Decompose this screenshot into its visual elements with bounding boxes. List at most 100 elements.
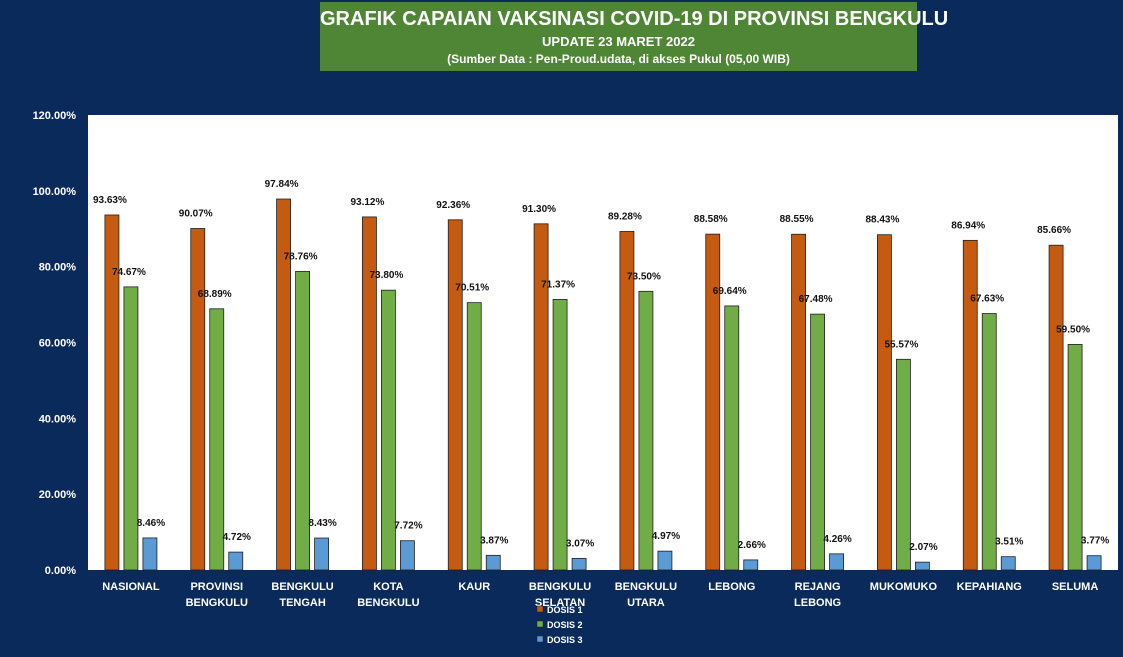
- x-axis: NASIONAL PROVINSI BENGKULU BENGKULU TENGAH KO…: [102, 581, 1098, 609]
- x-tick-label: KEPAHIANG: [957, 581, 1022, 593]
- x-tick-label: NASIONAL: [102, 581, 160, 593]
- data-label-dosis2: 59.50%: [1056, 324, 1090, 335]
- data-label-dosis2: 74.67%: [112, 267, 146, 278]
- x-tick-label: UTARA: [627, 597, 665, 609]
- legend-swatch-dosis2: [536, 620, 544, 628]
- data-label-dosis2: 73.50%: [627, 271, 661, 282]
- plot-area: [88, 115, 1118, 570]
- bar-dosis2: [552, 298, 568, 571]
- chart-title: GRAFIK CAPAIAN VAKSINASI COVID-19 DI PRO…: [320, 8, 949, 30]
- bar-dosis3: [142, 537, 158, 571]
- bar-dosis1: [962, 239, 978, 571]
- data-label-dosis3: 4.26%: [823, 534, 851, 545]
- bar-dosis1: [104, 214, 120, 571]
- bar-dosis2: [1067, 343, 1083, 571]
- x-tick-label: SELATAN: [535, 597, 585, 609]
- y-tick-label: 20.00%: [39, 489, 77, 501]
- bar-dosis2: [638, 290, 654, 571]
- chart-update-date: UPDATE 23 MARET 2022: [542, 34, 695, 49]
- bar-series: 93.63% 74.67% 8.46% 90.07% 68.89% 4.72% 97.84%…: [93, 179, 1109, 571]
- data-label-dosis1: 88.55%: [780, 214, 814, 225]
- data-label-dosis1: 88.58%: [694, 214, 728, 225]
- data-label-dosis3: 3.77%: [1081, 536, 1109, 547]
- data-label-dosis3: 7.72%: [394, 521, 422, 532]
- x-tick-label: SELUMA: [1052, 581, 1099, 593]
- bar-dosis2: [295, 270, 310, 571]
- x-tick-label: PROVINSI: [190, 581, 243, 593]
- data-label-dosis2: 69.64%: [713, 286, 747, 297]
- bar-dosis1: [533, 223, 549, 571]
- data-label-dosis2: 73.80%: [369, 270, 403, 281]
- x-tick-label: TENGAH: [279, 597, 326, 609]
- y-tick-label: 60.00%: [39, 338, 77, 350]
- bar-dosis3: [485, 554, 501, 571]
- legend-swatch-dosis3: [536, 635, 544, 643]
- data-label-dosis1: 91.30%: [522, 204, 556, 215]
- data-label-dosis1: 97.84%: [265, 179, 299, 190]
- data-label-dosis2: 78.76%: [284, 251, 318, 262]
- bar-dosis1: [362, 216, 377, 571]
- data-label-dosis1: 89.28%: [608, 211, 642, 222]
- chart-title-box: GRAFIK CAPAIAN VAKSINASI COVID-19 DI PRO…: [320, 2, 949, 71]
- bar-dosis3: [314, 537, 329, 571]
- x-tick-label: BENGKULU: [615, 581, 677, 593]
- chart-data-source: (Sumber Data : Pen-Proud.udata, di akses…: [447, 52, 790, 66]
- bar-dosis2: [981, 313, 997, 571]
- bar-dosis3: [743, 559, 759, 571]
- legend-label-dosis1: DOSIS 1: [547, 605, 583, 615]
- x-tick-label: MUKOMUKO: [870, 581, 938, 593]
- bar-dosis2: [896, 358, 911, 571]
- data-label-dosis1: 86.94%: [951, 220, 985, 231]
- data-label-dosis3: 2.66%: [738, 540, 766, 551]
- bar-dosis2: [810, 313, 825, 571]
- data-label-dosis3: 4.97%: [652, 531, 680, 542]
- x-tick-label: BENGKULU: [271, 581, 333, 593]
- bar-dosis2: [123, 286, 139, 571]
- data-label-dosis1: 93.12%: [350, 197, 384, 208]
- bar-dosis3: [1000, 556, 1016, 571]
- data-label-dosis2: 67.63%: [970, 294, 1004, 305]
- data-label-dosis1: 90.07%: [179, 208, 213, 219]
- bar-dosis3: [915, 561, 930, 571]
- legend-swatch-dosis1: [536, 605, 544, 613]
- x-tick-label: BENGKULU: [186, 597, 248, 609]
- bar-dosis2: [466, 302, 482, 571]
- bar-dosis2: [209, 308, 225, 571]
- data-label-dosis2: 71.37%: [541, 279, 575, 290]
- y-tick-label: 120.00%: [33, 110, 77, 122]
- x-tick-label: KAUR: [458, 581, 490, 593]
- y-tick-label: 100.00%: [33, 186, 77, 198]
- data-label-dosis3: 3.87%: [480, 535, 508, 546]
- bar-dosis3: [829, 553, 844, 571]
- data-label-dosis1: 88.43%: [865, 215, 899, 226]
- data-label-dosis3: 2.07%: [909, 542, 937, 553]
- bar-dosis3: [571, 557, 587, 571]
- data-label-dosis3: 8.46%: [137, 518, 165, 529]
- y-tick-label: 0.00%: [45, 565, 76, 577]
- data-label-dosis3: 3.07%: [566, 538, 594, 549]
- bar-dosis1: [190, 228, 206, 571]
- data-label-dosis2: 68.89%: [198, 289, 232, 300]
- x-tick-label: LEBONG: [794, 597, 841, 609]
- legend-label-dosis2: DOSIS 2: [547, 620, 583, 630]
- x-tick-label: REJANG: [795, 581, 841, 593]
- bar-dosis1: [619, 231, 635, 571]
- bar-dosis3: [228, 551, 244, 571]
- bar-dosis1: [447, 219, 463, 571]
- data-label-dosis1: 93.63%: [93, 195, 127, 206]
- bar-dosis1: [1048, 244, 1064, 571]
- legend: DOSIS 1 DOSIS 2 DOSIS 3: [536, 605, 583, 645]
- bar-dosis2: [724, 305, 740, 571]
- x-tick-label: BENGKULU: [529, 581, 591, 593]
- data-label-dosis3: 8.43%: [308, 518, 336, 529]
- x-tick-label: LEBONG: [708, 581, 755, 593]
- y-tick-label: 80.00%: [39, 262, 77, 274]
- legend-label-dosis3: DOSIS 3: [547, 635, 583, 645]
- y-tick-label: 40.00%: [39, 413, 77, 425]
- data-label-dosis2: 70.51%: [455, 283, 489, 294]
- data-label-dosis1: 92.36%: [436, 200, 470, 211]
- data-label-dosis1: 85.66%: [1037, 225, 1071, 236]
- bar-dosis1: [877, 234, 892, 571]
- data-label-dosis3: 4.72%: [223, 532, 251, 543]
